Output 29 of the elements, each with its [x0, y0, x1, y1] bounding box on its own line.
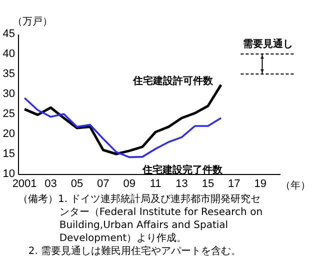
x-tick-label: 15	[202, 178, 214, 190]
series-label: 住宅建設完了件数	[141, 164, 224, 176]
y-tick-label: 10	[2, 168, 15, 180]
x-tick-label: 11	[150, 178, 162, 190]
y-tick-label: 40	[2, 48, 15, 60]
text: Building,Urban Affairs and Spatial	[59, 220, 228, 231]
x-tick-label: 05	[70, 178, 84, 190]
series-label: 住宅建設許可件数	[132, 74, 214, 87]
y-tick-label: 25	[2, 108, 15, 120]
text: ンター（Federal Institute for Research on	[59, 207, 263, 218]
y-tick-label: 45	[2, 28, 15, 40]
y-tick-label: 15	[2, 148, 15, 160]
y-tick-label: 30	[2, 88, 15, 100]
y-tick-label: 35	[2, 68, 15, 80]
x-tick-label: 19	[254, 178, 266, 190]
x-tick-label: 2001	[12, 178, 37, 190]
x-tick-label: 09	[123, 178, 136, 190]
text: Development）より作成。	[59, 232, 187, 244]
x-tick-label: 03	[44, 178, 57, 190]
text: （備考）1. ドイツ連邦統計局及び連邦都市開発研究セ	[18, 193, 261, 205]
y-tick-label: 20	[2, 128, 15, 140]
text: 2. 需要見通しは難民用住宅やアパートを含む。	[28, 245, 242, 257]
x-axis-title: （年）	[280, 180, 310, 192]
x-tick-label: 13	[176, 178, 188, 190]
x-tick-label: 07	[97, 178, 110, 190]
ref-line-label: 需要見通し	[243, 38, 294, 50]
y-axis-title: （万戸）	[12, 16, 52, 28]
line-series	[24, 97, 222, 158]
x-tick-label: 17	[228, 178, 240, 190]
